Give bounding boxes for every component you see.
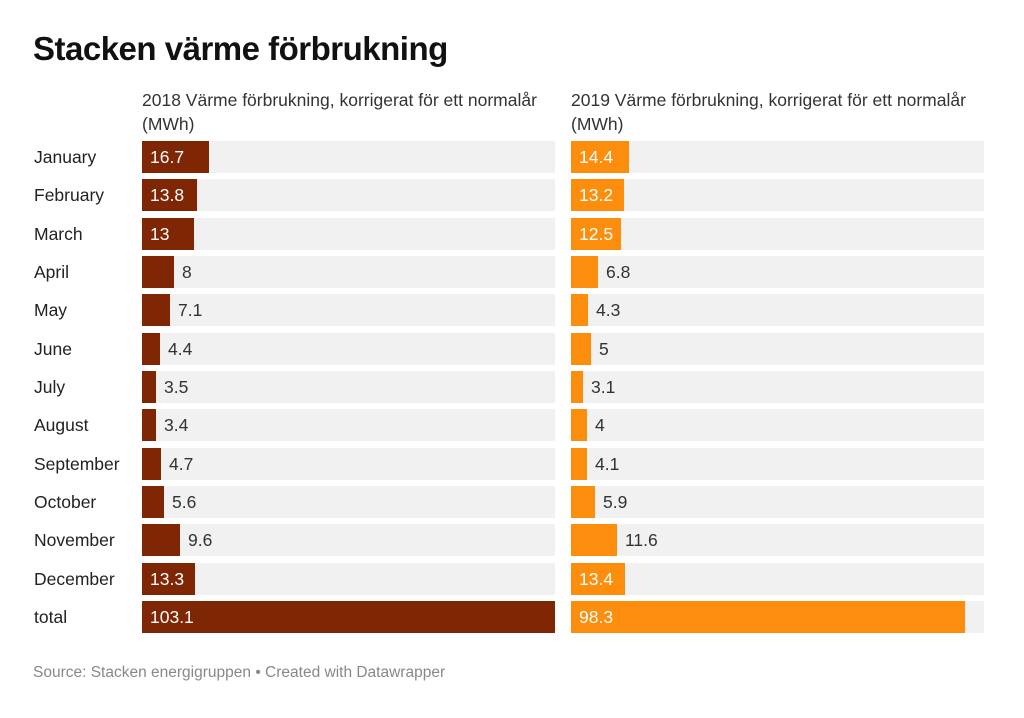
bar-2019: [571, 600, 965, 633]
row-label: July: [34, 376, 66, 397]
bar-2018: [142, 179, 197, 212]
bar-track-2019: 98.3: [571, 600, 984, 633]
bar-2019: [571, 179, 624, 212]
value-label-2019: 4.1: [595, 453, 620, 474]
bar-track-2019: 12.5: [571, 217, 984, 250]
bar-2018: [142, 255, 174, 288]
bar-2018: [142, 562, 195, 595]
bar-track-2018: 13.8: [142, 179, 555, 212]
bar-track-2019: 13.4: [571, 562, 984, 595]
bar-2019: [571, 141, 629, 173]
bar-track-2019: 13.2: [571, 179, 984, 212]
bar-2018: [142, 524, 180, 557]
value-label-2019: 14.4: [579, 147, 614, 167]
bar-2018: [142, 447, 161, 480]
bar-2019: [571, 370, 583, 403]
bar-2019: [571, 562, 625, 595]
value-label-2019: 4: [595, 415, 605, 436]
value-label-2018: 16.7: [150, 147, 185, 167]
bar-2018: [142, 409, 156, 442]
value-label-2018: 4.4: [168, 338, 193, 359]
bar-track-2018: 4.4: [142, 332, 555, 365]
bar-track-2019: 4.3: [571, 294, 984, 327]
bar-2018: [142, 485, 164, 518]
bar-track-2018: 8: [142, 255, 555, 288]
bar-2019: [571, 217, 621, 250]
bar-2018: [142, 141, 209, 173]
value-label-2019: 5: [599, 338, 609, 359]
value-label-2018: 4.7: [169, 453, 194, 474]
bar-track-2019: 5: [571, 332, 984, 365]
row-label: November: [34, 530, 115, 551]
value-label-2018: 7.1: [178, 300, 203, 321]
bar-track-2018: 5.6: [142, 485, 555, 518]
value-label-2019: 6.8: [606, 261, 631, 282]
bar-track-2019: 11.6: [571, 524, 984, 557]
value-label-2018: 13: [150, 223, 170, 244]
bar-track-2019: 14.4: [571, 141, 984, 173]
bar-2018: [142, 370, 156, 403]
row-label: February: [34, 185, 105, 206]
bar-2018: [142, 294, 170, 327]
bar-track-2018: 4.7: [142, 447, 555, 480]
value-label-2018: 5.6: [172, 491, 197, 512]
source-note: Source: Stacken energigruppen • Created …: [33, 664, 446, 681]
bar-2019: [571, 485, 595, 518]
series-2019-header: 2019 Värme förbrukning, korrigerat för e…: [571, 90, 966, 134]
row-label: September: [34, 453, 120, 474]
row-label: December: [34, 568, 115, 589]
bar-2018: [142, 600, 555, 633]
bar-track-2018: 9.6: [142, 524, 555, 557]
value-label-2019: 11.6: [625, 530, 658, 551]
bar-2019: [571, 409, 587, 442]
bar-track-2019: 6.8: [571, 255, 984, 288]
row-label: May: [34, 300, 68, 321]
value-label-2018: 9.6: [188, 530, 213, 551]
value-label-2018: 13.3: [150, 568, 185, 589]
value-label-2019: 4.3: [596, 300, 621, 321]
bar-2019: [571, 255, 598, 288]
bar-2019: [571, 332, 591, 365]
value-label-2019: 13.2: [579, 185, 614, 206]
value-label-2018: 13.8: [150, 185, 185, 206]
bar-track-2018: 7.1: [142, 294, 555, 327]
row-label: March: [34, 223, 83, 244]
value-label-2018: 3.4: [164, 415, 189, 436]
bar-2019: [571, 447, 587, 480]
bar-track-2019: 5.9: [571, 485, 984, 518]
bar-track-2019: 4.1: [571, 447, 984, 480]
bar-track-2018: 3.4: [142, 409, 555, 442]
row-label: October: [34, 491, 97, 512]
row-label: August: [34, 415, 89, 436]
value-label-2018: 3.5: [164, 376, 189, 397]
value-label-2018: 103.1: [150, 606, 194, 627]
bar-2019: [571, 524, 617, 557]
value-label-2019: 12.5: [579, 223, 614, 244]
row-label: June: [34, 338, 72, 359]
value-label-2019: 3.1: [591, 376, 616, 397]
bar-2018: [142, 332, 160, 365]
bar-track-2019: 4: [571, 409, 984, 442]
bar-2018: [142, 217, 194, 250]
bar-track-2018: 13.3: [142, 562, 555, 595]
chart-title: Stacken värme förbrukning: [33, 30, 448, 67]
bar-track-2019: 3.1: [571, 370, 984, 403]
bar-2019: [571, 294, 588, 327]
bar-track-2018: 3.5: [142, 370, 555, 403]
bar-track-2018: 13: [142, 217, 555, 250]
value-label-2018: 8: [182, 261, 192, 282]
bar-track-2018: 103.1: [142, 600, 555, 633]
value-label-2019: 5.9: [603, 491, 628, 512]
bar-track-2018: 16.7: [142, 141, 555, 173]
row-label: January: [34, 147, 97, 167]
series-2018-header: 2018 Värme förbrukning, korrigerat för e…: [142, 90, 537, 134]
row-label: April: [34, 261, 70, 282]
value-label-2019: 98.3: [579, 606, 614, 627]
row-label: total: [34, 606, 68, 627]
value-label-2019: 13.4: [579, 568, 614, 589]
